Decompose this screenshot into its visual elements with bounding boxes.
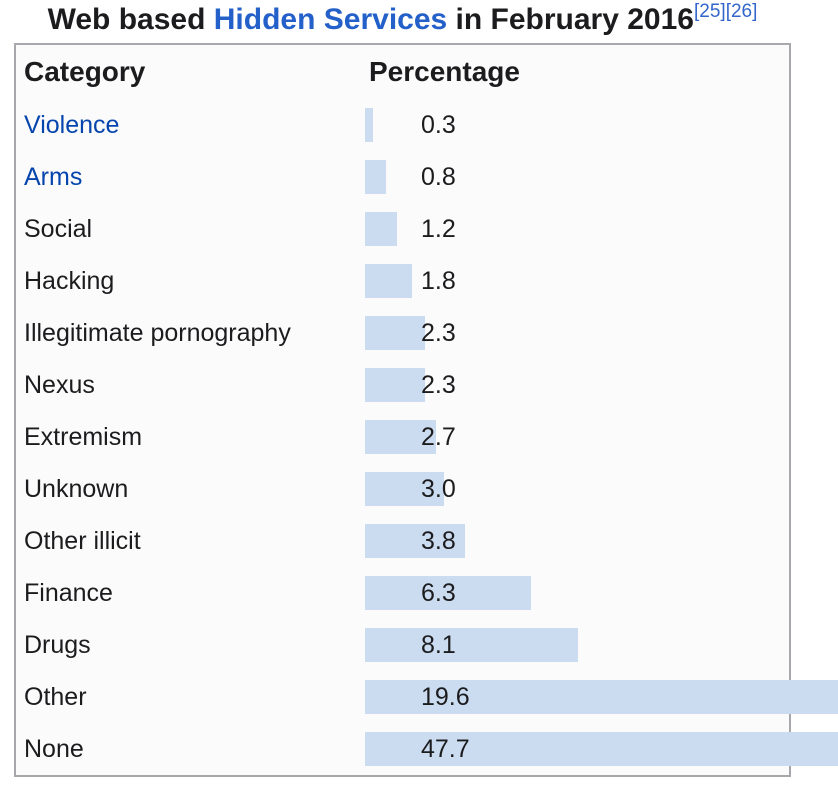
table-row: Other 19.6 xyxy=(16,671,838,723)
percentage-cell: 8.1 xyxy=(365,619,789,671)
percentage-cell: 0.3 xyxy=(365,99,789,151)
chart-title: Web based Hidden Services in February 20… xyxy=(14,0,791,40)
percentage-value: 1.2 xyxy=(421,215,456,243)
table-row: None 47.7 xyxy=(16,723,838,775)
table-body: Violence 0.3 Arms 0.8 Social 1.2 Hacking 1.8 Ill… xyxy=(16,99,838,775)
table-row: Violence 0.3 xyxy=(16,99,789,151)
category-cell: Unknown xyxy=(16,463,365,515)
percentage-value: 2.3 xyxy=(421,319,456,347)
category-cell: Illegitimate pornography xyxy=(16,307,365,359)
percentage-value: 2.7 xyxy=(421,423,456,451)
category-cell: Arms xyxy=(16,151,365,203)
percentage-bar xyxy=(365,576,531,610)
table-row: Hacking 1.8 xyxy=(16,255,789,307)
category-label: Nexus xyxy=(24,371,95,399)
percentage-bar xyxy=(365,628,578,662)
percentage-bar xyxy=(365,212,397,246)
header-category: Category xyxy=(24,56,146,87)
table-row: Other illicit 3.8 xyxy=(16,515,789,567)
percentage-value: 47.7 xyxy=(421,735,470,763)
title-text-suffix: in February 2016 xyxy=(447,3,694,36)
percentage-value: 6.3 xyxy=(421,579,456,607)
percentage-bar xyxy=(365,472,444,506)
percentage-value: 3.0 xyxy=(421,475,456,503)
hidden-services-link[interactable]: Hidden Services xyxy=(213,3,448,36)
percentage-cell: 1.2 xyxy=(365,203,789,255)
table-header-row: Category Percentage xyxy=(16,45,789,99)
category-cell: Other illicit xyxy=(16,515,365,567)
percentage-cell: 1.8 xyxy=(365,255,789,307)
citation-sup: [25][26] xyxy=(694,1,757,22)
percentage-bar xyxy=(365,368,425,402)
table-row: Unknown 3.0 xyxy=(16,463,789,515)
percentage-value: 2.3 xyxy=(421,371,456,399)
category-cell: Nexus xyxy=(16,359,365,411)
table-row: Drugs 8.1 xyxy=(16,619,789,671)
category-label: Unknown xyxy=(24,475,129,503)
category-label: Illegitimate pornography xyxy=(24,319,291,347)
category-cell: Other xyxy=(16,671,365,723)
percentage-value: 3.8 xyxy=(421,527,456,555)
percentage-value: 0.3 xyxy=(421,111,456,139)
category-cell: Drugs xyxy=(16,619,365,671)
percentage-cell: 0.8 xyxy=(365,151,789,203)
category-cell: None xyxy=(16,723,365,775)
percentage-cell: 3.8 xyxy=(365,515,789,567)
category-cell: Violence xyxy=(16,99,365,151)
table-row: Arms 0.8 xyxy=(16,151,789,203)
category-cell: Hacking xyxy=(16,255,365,307)
percentage-bar xyxy=(365,316,425,350)
category-label: Hacking xyxy=(24,267,115,295)
percentage-bar xyxy=(365,524,465,558)
percentage-cell: 2.3 xyxy=(365,307,789,359)
category-label: Finance xyxy=(24,579,113,607)
percentage-bar xyxy=(365,264,412,298)
category-link[interactable]: Violence xyxy=(24,111,120,139)
percentage-bar xyxy=(365,160,386,194)
percentage-bar xyxy=(365,680,838,714)
table-row: Social 1.2 xyxy=(16,203,789,255)
percentage-cell: 3.0 xyxy=(365,463,789,515)
category-label: Social xyxy=(24,215,93,243)
percentage-table: Category Percentage Violence 0.3 Arms 0.8 So… xyxy=(14,43,838,777)
percentage-cell: 2.7 xyxy=(365,411,789,463)
category-link[interactable]: Arms xyxy=(24,163,83,191)
percentage-bar xyxy=(365,108,373,142)
category-label: Extremism xyxy=(24,423,143,451)
category-cell: Finance xyxy=(16,567,365,619)
table-row: Illegitimate pornography 2.3 xyxy=(16,307,789,359)
percentage-bar xyxy=(365,732,838,766)
table-row: Finance 6.3 xyxy=(16,567,789,619)
percentage-value: 0.8 xyxy=(421,163,456,191)
category-cell: Social xyxy=(16,203,365,255)
table-row: Extremism 2.7 xyxy=(16,411,789,463)
percentage-cell: 47.7 xyxy=(365,723,838,775)
citation-ref-26[interactable]: [26] xyxy=(725,1,758,22)
percentage-value: 8.1 xyxy=(421,631,456,659)
header-percentage: Percentage xyxy=(369,56,520,87)
percentage-bar xyxy=(365,420,436,454)
category-label: None xyxy=(24,735,84,763)
citation-ref-25[interactable]: [25] xyxy=(694,1,726,22)
table-row: Nexus 2.3 xyxy=(16,359,789,411)
percentage-cell: 19.6 xyxy=(365,671,838,723)
percentage-value: 1.8 xyxy=(421,267,456,295)
category-label: Drugs xyxy=(24,631,91,659)
percentage-cell: 2.3 xyxy=(365,359,789,411)
category-label: Other xyxy=(24,683,87,711)
category-cell: Extremism xyxy=(16,411,365,463)
percentage-cell: 6.3 xyxy=(365,567,789,619)
title-text-prefix: Web based xyxy=(47,3,214,36)
category-label: Other illicit xyxy=(24,527,141,555)
percentage-value: 19.6 xyxy=(421,683,470,711)
